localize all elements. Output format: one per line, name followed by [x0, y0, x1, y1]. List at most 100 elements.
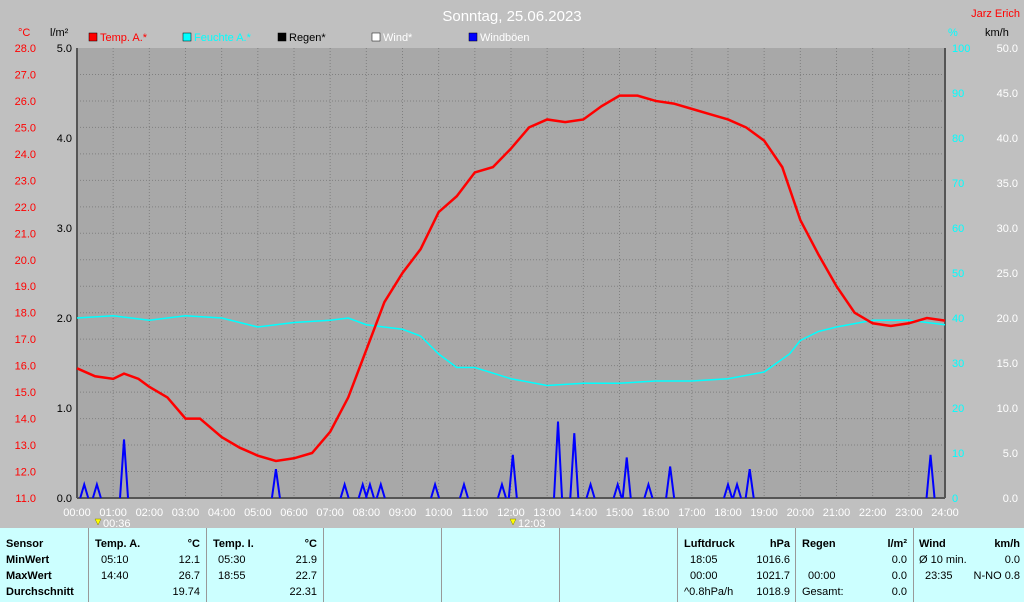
x-tick-label: 12:00 [497, 507, 525, 519]
wind-tick-label: 10.0 [997, 403, 1018, 415]
temperature-series-line [76, 94, 946, 463]
humidity-tick-label: 30 [952, 358, 964, 370]
max-marker-icon [509, 518, 517, 526]
pressure-unit: hPa [769, 538, 790, 550]
x-tick-label: 15:00 [606, 507, 634, 519]
temp-tick-label: 21.0 [15, 228, 36, 240]
gust-spike [79, 480, 90, 499]
temp-tick-label: 22.0 [15, 202, 36, 214]
temp-tick-label: 17.0 [15, 334, 36, 346]
temp-a-max-time: 14:40 [101, 570, 129, 582]
x-tick-label: 21:00 [823, 507, 851, 519]
x-tick-label: 03:00 [172, 507, 200, 519]
gust-spike [732, 480, 743, 499]
legend-swatch-wind [371, 32, 381, 42]
gust-spike [612, 480, 623, 499]
pressure-max-time: 00:00 [690, 570, 718, 582]
temp-tick-label: 13.0 [15, 440, 36, 452]
gust-spike [430, 480, 441, 499]
pressure-trend-val: 1018.9 [756, 586, 790, 598]
temp-tick-label: 25.0 [15, 122, 36, 134]
wind-row2-val: N-NO 0.8 [973, 570, 1020, 582]
temp-a-avg: 19.74 [172, 586, 200, 598]
pressure-max-val: 1021.7 [756, 570, 790, 582]
temp-i-min-val: 21.9 [295, 554, 317, 566]
gust-spike [357, 480, 368, 499]
humidity-tick-label: 80 [952, 133, 964, 145]
wind-tick-label: 50.0 [997, 43, 1018, 55]
pressure-head: Luftdruck [684, 538, 735, 550]
legend-label-gusts: Windböen [480, 32, 530, 44]
gust-spike [364, 480, 375, 499]
temp-tick-label: 14.0 [15, 414, 36, 426]
x-tick-label: 18:00 [714, 507, 742, 519]
wind-unit: km/h [994, 538, 1020, 550]
x-tick-label: 17:00 [678, 507, 706, 519]
gust-spike [723, 480, 733, 499]
rain-max-time: 00:00 [808, 570, 836, 582]
gust-spike [643, 480, 654, 499]
humidity-tick-label: 90 [952, 88, 964, 100]
max-time-marker: 12:03 [509, 518, 546, 528]
gust-spike [621, 457, 632, 499]
legend-label-wind: Wind* [383, 32, 413, 44]
temp-a-min-time: 05:10 [101, 554, 129, 566]
temp-tick-label: 24.0 [15, 149, 36, 161]
temp-tick-label: 26.0 [15, 96, 36, 108]
rain-tick-label: 4.0 [57, 133, 72, 145]
row-label-max: MaxWert [6, 570, 52, 582]
rain-total-val: 0.0 [891, 586, 907, 598]
temp-i-unit: °C [304, 538, 317, 550]
wind-tick-label: 20.0 [997, 313, 1018, 325]
legend-swatch-temp [88, 32, 98, 42]
gust-spike [459, 480, 469, 499]
tick-labels: 00:00 01:00 02:00 03:00 04:00 05:00 06:00 07:00… [15, 43, 1018, 519]
temp-a-head: Temp. A. [95, 538, 141, 550]
min-time-label: 00:36 [103, 518, 131, 528]
x-tick-label: 04:00 [208, 507, 236, 519]
wind-head: Wind [919, 538, 946, 550]
temp-a-max-val: 26.7 [178, 570, 200, 582]
humidity-tick-label: 70 [952, 178, 964, 190]
x-tick-label: 07:00 [316, 507, 344, 519]
legend-swatch-gusts [468, 32, 478, 42]
x-tick-label: 14:00 [570, 507, 598, 519]
x-tick-label: 00:00 [63, 507, 91, 519]
temp-tick-label: 28.0 [15, 43, 36, 55]
gust-spike [496, 480, 507, 499]
x-tick-label: 08:00 [353, 507, 381, 519]
x-tick-label: 06:00 [280, 507, 308, 519]
x-tick-label: 02:00 [136, 507, 164, 519]
grid [77, 48, 945, 498]
gust-spike [339, 480, 350, 499]
row-label-min: MinWert [6, 554, 50, 566]
humidity-tick-label: 10 [952, 448, 964, 460]
gust-spike [744, 469, 755, 499]
temp-tick-label: 20.0 [15, 255, 36, 267]
temp-i-max-val: 22.7 [295, 570, 317, 582]
statistics-table: Sensor MinWert MaxWert Durchschnitt Temp… [0, 528, 1024, 602]
wind-row1-label: Ø 10 min. [919, 554, 967, 566]
temp-tick-label: 18.0 [15, 308, 36, 320]
pressure-min-val: 1016.6 [756, 554, 790, 566]
rain-unit-label: l/m² [50, 27, 69, 39]
x-tick-label: 20:00 [787, 507, 815, 519]
pressure-trend: ^0.8hPa/h [684, 586, 734, 598]
wind-row1-val: 0.0 [1004, 554, 1020, 566]
pressure-min-time: 18:05 [690, 554, 718, 566]
x-tick-label: 19:00 [750, 507, 778, 519]
gust-spike [585, 480, 596, 499]
temp-tick-label: 16.0 [15, 361, 36, 373]
rain-total-label: Gesamt: [802, 586, 844, 598]
gust-spike [119, 439, 130, 499]
x-tick-label: 13:00 [533, 507, 561, 519]
wind-unit-label: km/h [985, 27, 1009, 39]
rain-tick-label: 3.0 [57, 223, 72, 235]
wind-tick-label: 30.0 [997, 223, 1018, 235]
temp-a-min-val: 12.1 [178, 554, 200, 566]
x-tick-label: 01:00 [99, 507, 127, 519]
min-marker-icon [94, 518, 102, 526]
humidity-unit-label: % [948, 27, 958, 39]
weather-chart: 00:00 01:00 02:00 03:00 04:00 05:00 06:00 07:00… [14, 8, 1020, 528]
x-tick-label: 05:00 [244, 507, 272, 519]
